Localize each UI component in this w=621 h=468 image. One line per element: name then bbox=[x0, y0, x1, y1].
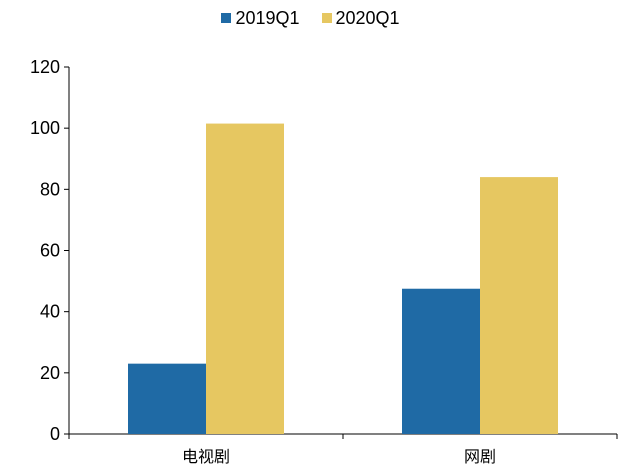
bar-2019Q1-0 bbox=[128, 363, 206, 434]
bar-2020Q1-1 bbox=[480, 177, 558, 434]
legend-label-2019q1: 2019Q1 bbox=[235, 8, 300, 28]
legend-item-2019q1: 2019Q1 bbox=[221, 8, 300, 28]
legend-swatch-2020q1 bbox=[321, 13, 332, 23]
y-tick-label-40: 40 bbox=[40, 302, 60, 322]
bars-layer bbox=[128, 123, 558, 435]
legend-swatch-2019q1 bbox=[221, 13, 232, 23]
y-tick-label-0: 0 bbox=[50, 424, 60, 444]
y-tick-label-120: 120 bbox=[30, 57, 60, 77]
y-tick-label-100: 100 bbox=[30, 118, 60, 138]
bar-2019Q1-1 bbox=[402, 288, 480, 434]
labels-layer: 0 20 40 60 80 100 120 电视剧 网剧 bbox=[30, 57, 496, 466]
x-category-label-0: 电视剧 bbox=[182, 448, 230, 466]
x-category-label-1: 网剧 bbox=[464, 448, 496, 466]
legend-label-2020q1: 2020Q1 bbox=[335, 8, 400, 28]
legend-item-2020q1: 2020Q1 bbox=[321, 8, 400, 28]
bar-2020Q1-0 bbox=[206, 123, 284, 435]
y-tick-label-80: 80 bbox=[40, 179, 60, 199]
y-tick-label-60: 60 bbox=[40, 241, 60, 261]
chart-legend: 2019Q1 2020Q1 bbox=[0, 8, 621, 28]
y-tick-label-20: 20 bbox=[40, 363, 60, 383]
